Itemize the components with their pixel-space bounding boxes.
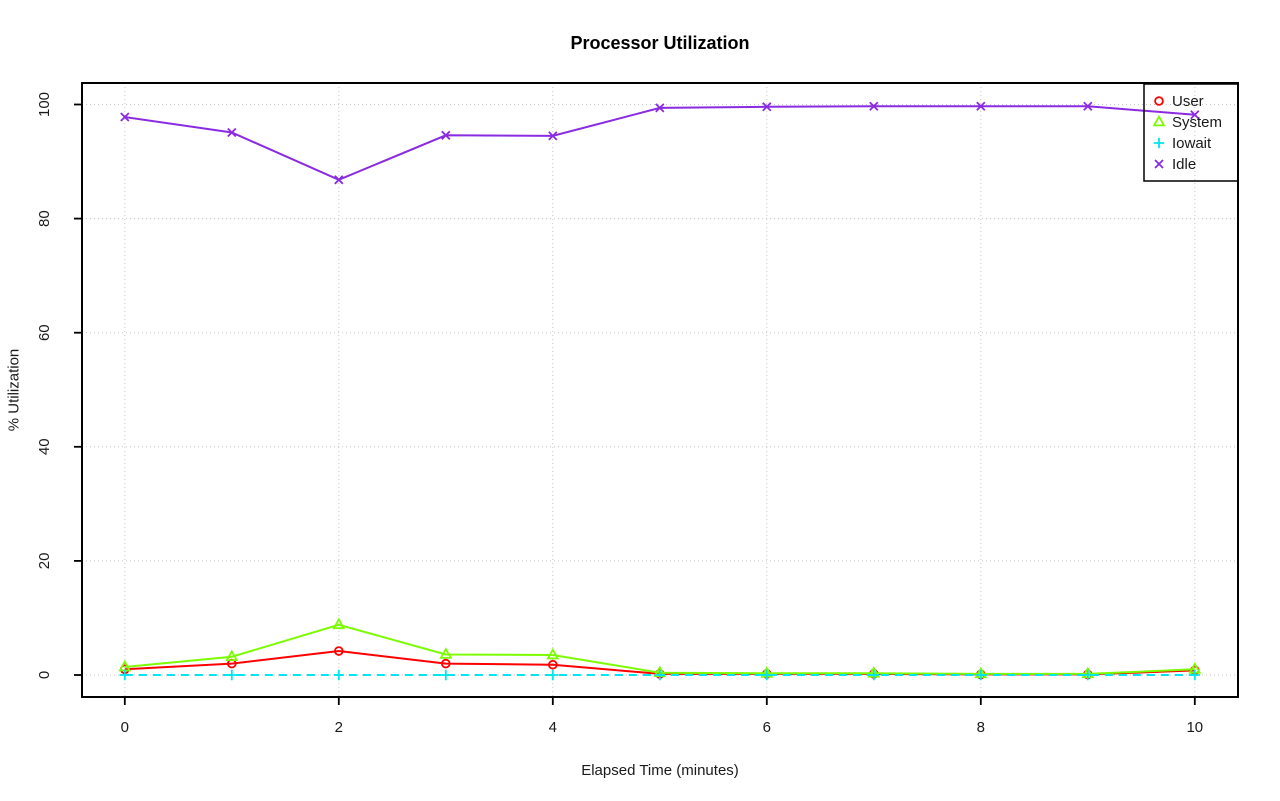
series-marker-system [332,617,346,630]
series-marker-iowait [547,669,558,681]
series-marker-iowait [868,669,879,681]
y-tick-label: 80 [36,210,53,227]
x-tick-label: 2 [335,719,343,736]
series-marker-iowait [975,669,986,681]
legend-label-system: System [1172,114,1222,131]
series-marker-idle [869,101,879,111]
x-tick-label: 4 [549,719,557,736]
plot-border [81,82,1239,698]
series-marker-idle [548,131,558,141]
series-marker-iowait [761,669,772,681]
series-marker-system [225,649,239,662]
legend-marker-system [1152,114,1166,127]
legend-label-idle: Idle [1172,156,1196,173]
series-marker-user [333,646,344,656]
series-marker-idle [441,130,451,140]
series-marker-iowait [654,669,665,681]
x-tick-label: 0 [121,719,129,736]
legend-marker-iowait [1153,137,1165,149]
series-marker-user [440,658,451,669]
series-marker-iowait [1189,669,1200,681]
series-marker-idle [1190,110,1200,120]
y-tick-label: 100 [36,92,53,117]
series-marker-idle [976,101,986,111]
legend-marker-user [1154,96,1164,106]
x-tick-label: 6 [763,719,771,736]
y-tick-label: 0 [36,671,53,679]
series-marker-idle [762,102,772,112]
series-marker-idle [1083,101,1093,111]
series-marker-idle [655,103,665,113]
legend-label-user: User [1172,93,1204,110]
series-marker-idle [334,175,344,185]
series-marker-iowait [440,669,451,681]
series-marker-user [547,659,558,670]
series-marker-idle [227,127,237,138]
chart-title: Processor Utilization [570,33,750,53]
series-line-idle [124,105,1195,181]
series-marker-system [546,647,560,660]
series-marker-iowait [226,669,237,681]
x-axis-title: Elapsed Time (minutes) [581,762,739,779]
y-tick-label: 40 [36,438,53,455]
series-marker-system [439,647,453,659]
series-marker-iowait [119,669,130,681]
legend-box [1143,83,1239,182]
legend-marker-idle [1154,159,1164,169]
y-tick-label: 60 [36,324,53,341]
series-marker-iowait [1082,669,1093,681]
x-tick-label: 10 [1186,719,1203,736]
legend-label-iowait: Iowait [1172,135,1212,152]
series-marker-idle [120,112,130,122]
y-tick-label: 20 [36,553,53,570]
x-tick-label: 8 [977,719,985,736]
series-marker-iowait [333,669,344,681]
